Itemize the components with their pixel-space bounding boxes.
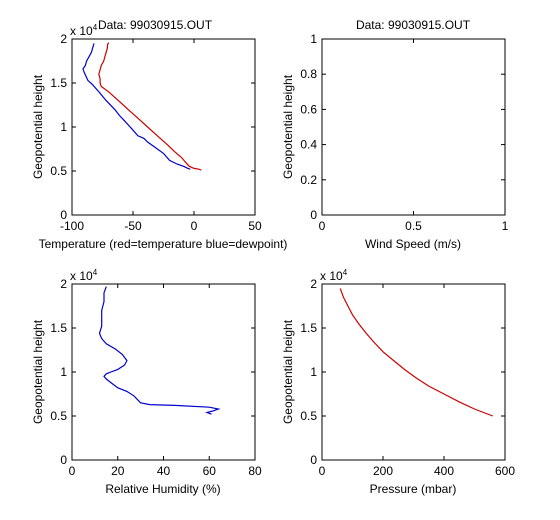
temperature-ticks: -100 -50 0 50 0 0.5 1 1.5 2 <box>50 32 262 233</box>
relative-humidity-y-exponent-base: x 10 <box>70 269 93 283</box>
wind-speed-title: Data: 99030915.OUT <box>356 18 471 32</box>
wind-speed-y-tick-label: 0.8 <box>300 67 317 81</box>
pressure-y-exponent: x 104 <box>320 268 348 283</box>
panel-temperature: -100 -50 0 50 0 0.5 1 1.5 2 Data: 99030915.OUT T… <box>31 18 287 251</box>
pressure-x-tick-label: 200 <box>373 464 393 478</box>
plot-area-temperature <box>71 38 256 216</box>
plot-area-pressure <box>321 283 506 461</box>
pressure-series-0-line <box>339 288 494 417</box>
plot-area-wind-speed <box>321 38 506 216</box>
temperature-x-tick-label: -100 <box>60 219 84 233</box>
relative-humidity-y-exponent-power: 4 <box>93 268 98 277</box>
relative-humidity-y-tick-label: 1 <box>60 365 67 379</box>
wind-speed-x-axis-label: Wind Speed (m/s) <box>365 237 461 251</box>
panel-wind-speed: 0 0.5 1 0 0.2 0.4 0.6 0.8 1 Data: 99030915.OUT W… <box>281 18 509 251</box>
relative-humidity-y-tick-label: 0 <box>60 453 67 467</box>
wind-speed-x-tick-label: 1 <box>502 219 509 233</box>
temperature-y-tick-label: 0 <box>60 208 67 222</box>
temperature-series-0-line <box>98 42 202 171</box>
wind-speed-ticks: 0 0.5 1 0 0.2 0.4 0.6 0.8 1 <box>300 32 508 233</box>
relative-humidity-lines <box>98 286 221 415</box>
plot-area-relative-humidity <box>71 283 256 461</box>
pressure-y-axis-label: Geopotential height <box>281 319 295 424</box>
pressure-y-tick-label: 1 <box>310 365 317 379</box>
temperature-x-tick-label: -50 <box>124 219 142 233</box>
wind-speed-y-tick-label: 0 <box>310 208 317 222</box>
temperature-x-axis-label: Temperature (red=temperature blue=dewpoi… <box>39 237 288 251</box>
relative-humidity-x-tick-label: 0 <box>69 464 76 478</box>
temperature-y-exponent-base: x 10 <box>70 24 93 38</box>
pressure-ticks: 0 200 400 600 0 0.5 1 1.5 2 <box>300 277 515 478</box>
wind-speed-y-tick-label: 0.4 <box>300 138 317 152</box>
temperature-y-tick-label: 1.5 <box>50 76 67 90</box>
relative-humidity-x-tick-label: 40 <box>157 464 171 478</box>
wind-speed-y-tick-label: 0.6 <box>300 102 317 116</box>
pressure-y-tick-label: 2 <box>310 277 317 291</box>
wind-speed-x-tick-label: 0.5 <box>405 219 422 233</box>
wind-speed-y-tick-label: 0.2 <box>300 173 317 187</box>
relative-humidity-x-tick-label: 20 <box>111 464 125 478</box>
pressure-x-tick-label: 600 <box>495 464 515 478</box>
temperature-x-tick-label: 0 <box>191 219 198 233</box>
temperature-title: Data: 99030915.OUT <box>98 18 213 32</box>
pressure-y-tick-label: 0 <box>310 453 317 467</box>
pressure-y-tick-label: 0.5 <box>300 409 317 423</box>
panel-relative-humidity: 0 20 40 60 80 0 0.5 1 1.5 2 Relative Humidity (%)… <box>31 268 262 496</box>
pressure-x-tick-label: 400 <box>434 464 454 478</box>
temperature-y-tick-label: 2 <box>60 32 67 46</box>
panel-pressure: 0 200 400 600 0 0.5 1 1.5 2 Pressure (mbar) Geop… <box>281 268 515 496</box>
pressure-x-tick-label: 0 <box>319 464 326 478</box>
relative-humidity-y-axis-label: Geopotential height <box>31 319 45 424</box>
pressure-lines <box>339 288 494 417</box>
relative-humidity-x-tick-label: 80 <box>248 464 262 478</box>
wind-speed-y-axis-label: Geopotential height <box>281 74 295 179</box>
wind-speed-x-tick-label: 0 <box>319 219 326 233</box>
pressure-y-exponent-power: 4 <box>343 268 348 277</box>
relative-humidity-ticks: 0 20 40 60 80 0 0.5 1 1.5 2 <box>50 277 262 478</box>
temperature-y-axis-label: Geopotential height <box>31 74 45 179</box>
pressure-y-exponent-base: x 10 <box>320 269 343 283</box>
temperature-y-tick-label: 1 <box>60 120 67 134</box>
relative-humidity-y-tick-label: 2 <box>60 277 67 291</box>
temperature-y-tick-label: 0.5 <box>50 164 67 178</box>
relative-humidity-x-tick-label: 60 <box>203 464 217 478</box>
temperature-x-tick-label: 50 <box>248 219 262 233</box>
temperature-y-exponent-power: 4 <box>93 23 98 32</box>
relative-humidity-y-tick-label: 0.5 <box>50 409 67 423</box>
temperature-y-exponent: x 104 <box>70 23 98 38</box>
pressure-y-tick-label: 1.5 <box>300 321 317 335</box>
relative-humidity-y-exponent: x 104 <box>70 268 98 283</box>
relative-humidity-series-0-line <box>98 286 221 415</box>
temperature-lines <box>82 42 202 171</box>
relative-humidity-x-axis-label: Relative Humidity (%) <box>105 482 220 496</box>
pressure-x-axis-label: Pressure (mbar) <box>370 482 457 496</box>
temperature-series-1-line <box>82 43 191 170</box>
wind-speed-y-tick-label: 1 <box>310 32 317 46</box>
relative-humidity-y-tick-label: 1.5 <box>50 321 67 335</box>
